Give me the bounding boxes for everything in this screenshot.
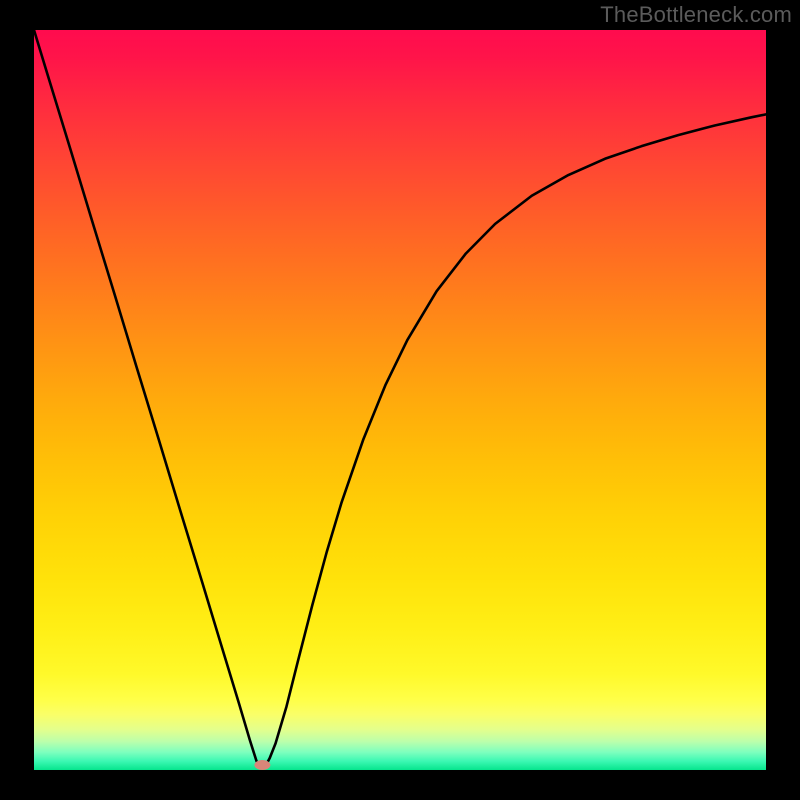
watermark-text: TheBottleneck.com xyxy=(600,2,792,28)
bottleneck-chart xyxy=(0,0,800,800)
chart-container: TheBottleneck.com xyxy=(0,0,800,800)
minimum-marker xyxy=(254,760,270,770)
